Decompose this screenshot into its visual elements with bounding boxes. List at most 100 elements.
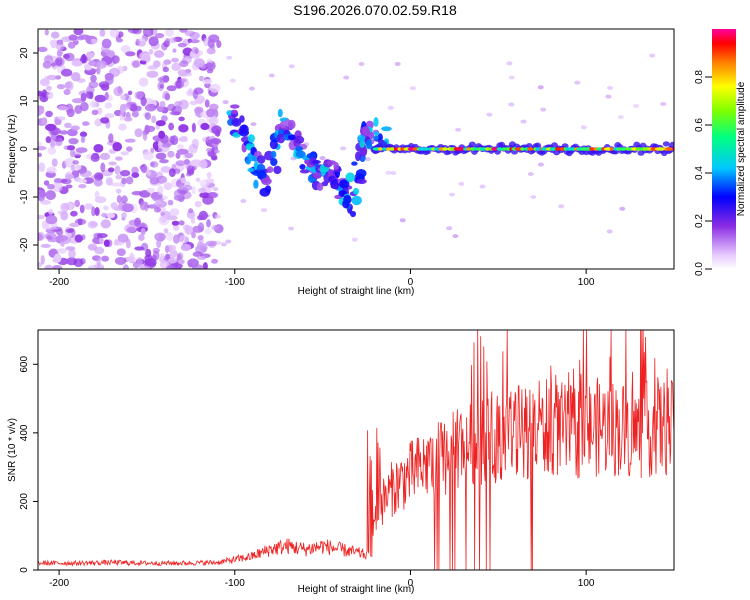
tone-blob <box>377 147 383 151</box>
tone-blob <box>619 147 628 151</box>
noise-blob <box>169 135 176 144</box>
noise-blob <box>75 147 88 153</box>
noise-blob <box>104 102 113 109</box>
noise-blob <box>520 119 527 124</box>
track-blob <box>273 165 282 175</box>
spectrogram-x-ticks: -200 -100 0 100 <box>49 269 595 288</box>
noise-blob <box>117 233 129 243</box>
x-tick-label: -100 <box>225 578 245 589</box>
colorbar-gradient <box>712 29 736 269</box>
noise-blob <box>77 218 83 226</box>
noise-blob <box>63 89 71 96</box>
noise-blob <box>80 135 86 144</box>
tone-blob <box>466 147 472 151</box>
noise-blob <box>180 243 192 251</box>
noise-blob <box>56 84 66 90</box>
noise-blob <box>89 100 98 108</box>
noise-blob <box>205 178 215 184</box>
noise-blob <box>222 100 229 105</box>
noise-blob <box>189 39 200 44</box>
noise-blob <box>77 178 88 184</box>
noise-blob <box>65 228 75 234</box>
noise-blob <box>115 156 123 161</box>
noise-blob <box>169 208 180 217</box>
noise-blob <box>177 42 187 48</box>
noise-blob <box>100 162 106 173</box>
noise-blob <box>101 255 110 262</box>
noise-blob <box>205 147 212 152</box>
snr-frame <box>37 329 675 571</box>
noise-blob <box>95 60 107 69</box>
noise-blob <box>508 75 515 80</box>
noise-blob <box>116 38 123 43</box>
snr-series <box>38 330 674 570</box>
noise-blob <box>140 227 146 236</box>
noise-blob <box>574 80 581 85</box>
noise-blob <box>38 152 42 157</box>
noise-blob <box>220 242 227 247</box>
noise-blob <box>90 153 100 162</box>
noise-blob <box>619 206 626 211</box>
noise-blob <box>205 62 214 69</box>
noise-blob <box>580 125 587 130</box>
noise-blob <box>204 227 212 235</box>
noise-blob <box>180 72 193 77</box>
noise-blob <box>100 117 110 124</box>
noise-blob <box>47 147 57 155</box>
snr-x-label: Height of straight line (km) <box>298 584 415 595</box>
noise-blob <box>115 174 123 180</box>
noise-blob <box>46 74 58 81</box>
track-blob <box>339 179 350 189</box>
noise-blob <box>66 145 76 151</box>
tone-blob <box>412 147 418 151</box>
noise-blob <box>91 206 96 217</box>
noise-blob <box>134 217 142 227</box>
noise-blob <box>191 138 199 149</box>
noise-blob <box>61 178 72 185</box>
noise-blob <box>94 207 100 216</box>
noise-blob <box>455 127 462 132</box>
track-blob <box>266 166 274 174</box>
noise-blob <box>155 152 167 160</box>
noise-blob <box>178 116 185 122</box>
track-blob <box>356 178 367 185</box>
noise-blob <box>134 128 143 138</box>
noise-blob <box>174 100 183 107</box>
noise-blob <box>40 243 51 248</box>
colorbar-tick-label: 0.2 <box>694 214 705 228</box>
noise-blob <box>208 191 219 199</box>
noise-blob <box>80 92 87 102</box>
noise-blob <box>55 43 65 51</box>
noise-blob <box>70 210 78 217</box>
noise-blob <box>38 261 42 268</box>
track-blob <box>360 146 368 156</box>
track-blob <box>295 150 306 159</box>
noise-blob <box>184 152 194 159</box>
noise-blob <box>65 184 73 189</box>
noise-blob <box>154 232 166 242</box>
track-blob <box>270 158 278 166</box>
noise-blob <box>179 29 188 33</box>
noise-blob <box>138 234 145 241</box>
noise-blob <box>390 171 397 175</box>
noise-blob <box>213 149 220 154</box>
noise-blob <box>116 248 126 256</box>
noise-blob <box>171 57 179 63</box>
track-blob <box>295 146 303 152</box>
noise-blob <box>38 146 47 151</box>
track-blob <box>287 134 297 140</box>
noise-blob <box>38 105 45 115</box>
noise-blob <box>134 246 145 251</box>
noise-blob <box>121 195 128 204</box>
noise-blob <box>660 102 667 106</box>
noise-blob <box>191 185 196 195</box>
x-tick-label: 0 <box>408 578 414 589</box>
noise-blob <box>537 162 544 167</box>
noise-blob <box>399 218 406 223</box>
x-tick-label: 100 <box>578 277 595 288</box>
noise-blob <box>69 148 75 158</box>
noise-blob <box>64 81 72 89</box>
noise-blob <box>194 106 204 114</box>
noise-blob <box>103 239 110 247</box>
noise-blob <box>79 131 88 138</box>
